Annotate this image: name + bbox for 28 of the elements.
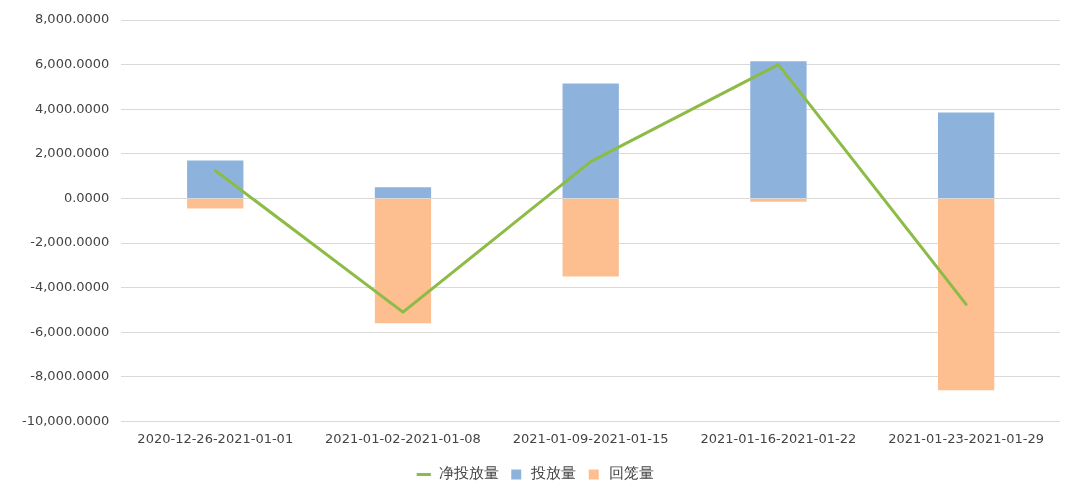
y-tick-label: 2,000.0000 <box>34 145 110 161</box>
bar <box>374 198 432 324</box>
bar <box>937 198 995 391</box>
y-tick-label: 8,000.0000 <box>34 11 110 27</box>
x-tick-label: 2021-01-02-2021-01-08 <box>325 430 481 446</box>
x-tick-label: 2021-01-09-2021-01-15 <box>512 430 669 446</box>
y-tick-label: -10,000.0000 <box>21 412 110 428</box>
legend-label: 净投放量 <box>438 464 499 483</box>
bar <box>562 83 619 198</box>
bar <box>750 198 807 202</box>
bar <box>187 160 244 198</box>
y-tick-label: 0.0000 <box>63 189 110 205</box>
x-tick-label: 2021-01-23-2021-01-29 <box>888 430 1045 446</box>
bar <box>750 61 807 198</box>
bar <box>187 198 244 209</box>
bar <box>937 112 995 198</box>
bar <box>562 198 619 277</box>
x-tick-label: 2020-12-26-2021-01-01 <box>137 430 294 446</box>
y-tick-label: 6,000.0000 <box>34 55 110 71</box>
y-tick-label: -6,000.0000 <box>30 323 110 339</box>
y-tick-label: -8,000.0000 <box>30 368 110 384</box>
y-tick-label: 4,000.0000 <box>34 100 110 116</box>
x-tick-label: 2021-01-16-2021-01-22 <box>700 430 857 446</box>
legend-label: 回笼量 <box>608 464 654 483</box>
y-tick-label: -4,000.0000 <box>30 278 110 294</box>
y-tick-label: -2,000.0000 <box>30 234 110 250</box>
legend-label: 投放量 <box>530 464 577 483</box>
bar <box>374 187 432 198</box>
